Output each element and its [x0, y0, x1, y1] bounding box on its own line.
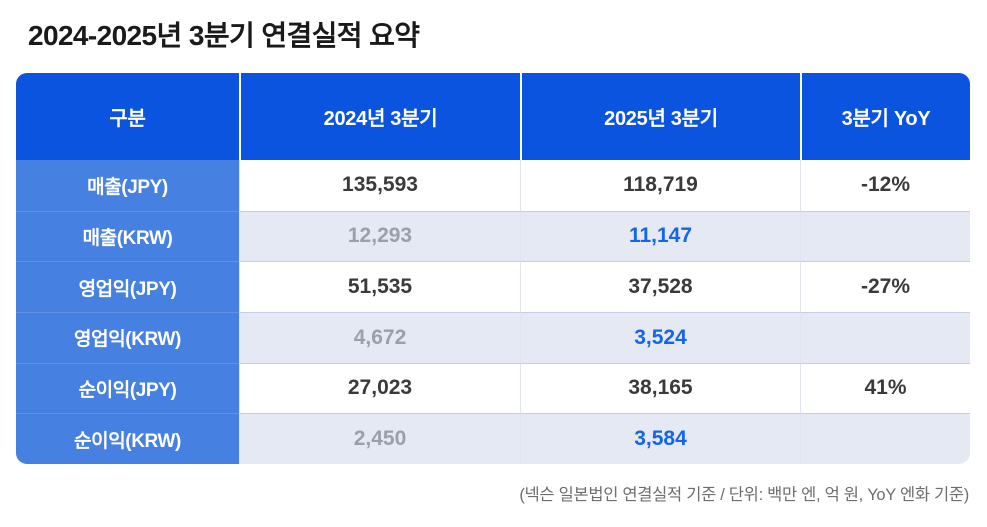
cell-2024: 135,593 [239, 160, 520, 211]
column-header-2025-q3: 2025년 3분기 [520, 73, 800, 160]
cell-2025: 38,165 [520, 362, 800, 414]
table-row: 매출(JPY) 135,593 118,719 -12% [16, 160, 970, 211]
table-row: 순이익(KRW) 2,450 3,584 [16, 413, 970, 464]
page-title: 2024-2025년 3분기 연결실적 요약 [28, 20, 420, 51]
table-row: 영업익(KRW) 4,672 3,524 [16, 311, 970, 363]
row-label: 영업익(KRW) [16, 311, 239, 363]
row-label: 매출(KRW) [16, 210, 239, 262]
cell-2025: 118,719 [520, 160, 800, 211]
cell-yoy [800, 413, 970, 464]
row-label: 순이익(JPY) [16, 362, 239, 414]
table-body: 매출(JPY) 135,593 118,719 -12% 매출(KRW) 12,… [16, 160, 970, 464]
cell-2025: 11,147 [520, 210, 800, 262]
consolidated-results-table: 구분 2024년 3분기 2025년 3분기 3분기 YoY 매출(JPY) 1… [16, 73, 970, 464]
row-label: 매출(JPY) [16, 160, 239, 211]
cell-2025: 3,524 [520, 311, 800, 363]
footnote: (넥슨 일본법인 연결실적 기준 / 단위: 백만 엔, 억 원, YoY 엔화… [519, 486, 969, 504]
cell-2024: 4,672 [239, 311, 520, 363]
cell-yoy: 41% [800, 362, 970, 414]
cell-2025: 3,584 [520, 413, 800, 464]
cell-2024: 2,450 [239, 413, 520, 464]
cell-yoy [800, 311, 970, 363]
column-header-2024-q3: 2024년 3분기 [239, 73, 520, 160]
cell-2024: 51,535 [239, 261, 520, 312]
cell-yoy: -27% [800, 261, 970, 312]
row-label: 순이익(KRW) [16, 413, 239, 464]
cell-2024: 27,023 [239, 362, 520, 414]
table-row: 순이익(JPY) 27,023 38,165 41% [16, 362, 970, 414]
table-header: 구분 2024년 3분기 2025년 3분기 3분기 YoY [16, 73, 970, 160]
column-header-yoy: 3분기 YoY [800, 73, 970, 160]
cell-2025: 37,528 [520, 261, 800, 312]
cell-yoy [800, 210, 970, 262]
table-row: 매출(KRW) 12,293 11,147 [16, 210, 970, 262]
cell-yoy: -12% [800, 160, 970, 211]
header-row: 구분 2024년 3분기 2025년 3분기 3분기 YoY [16, 73, 970, 160]
row-label: 영업익(JPY) [16, 261, 239, 312]
column-header-category: 구분 [16, 73, 239, 160]
cell-2024: 12,293 [239, 210, 520, 262]
table-row: 영업익(JPY) 51,535 37,528 -27% [16, 261, 970, 312]
